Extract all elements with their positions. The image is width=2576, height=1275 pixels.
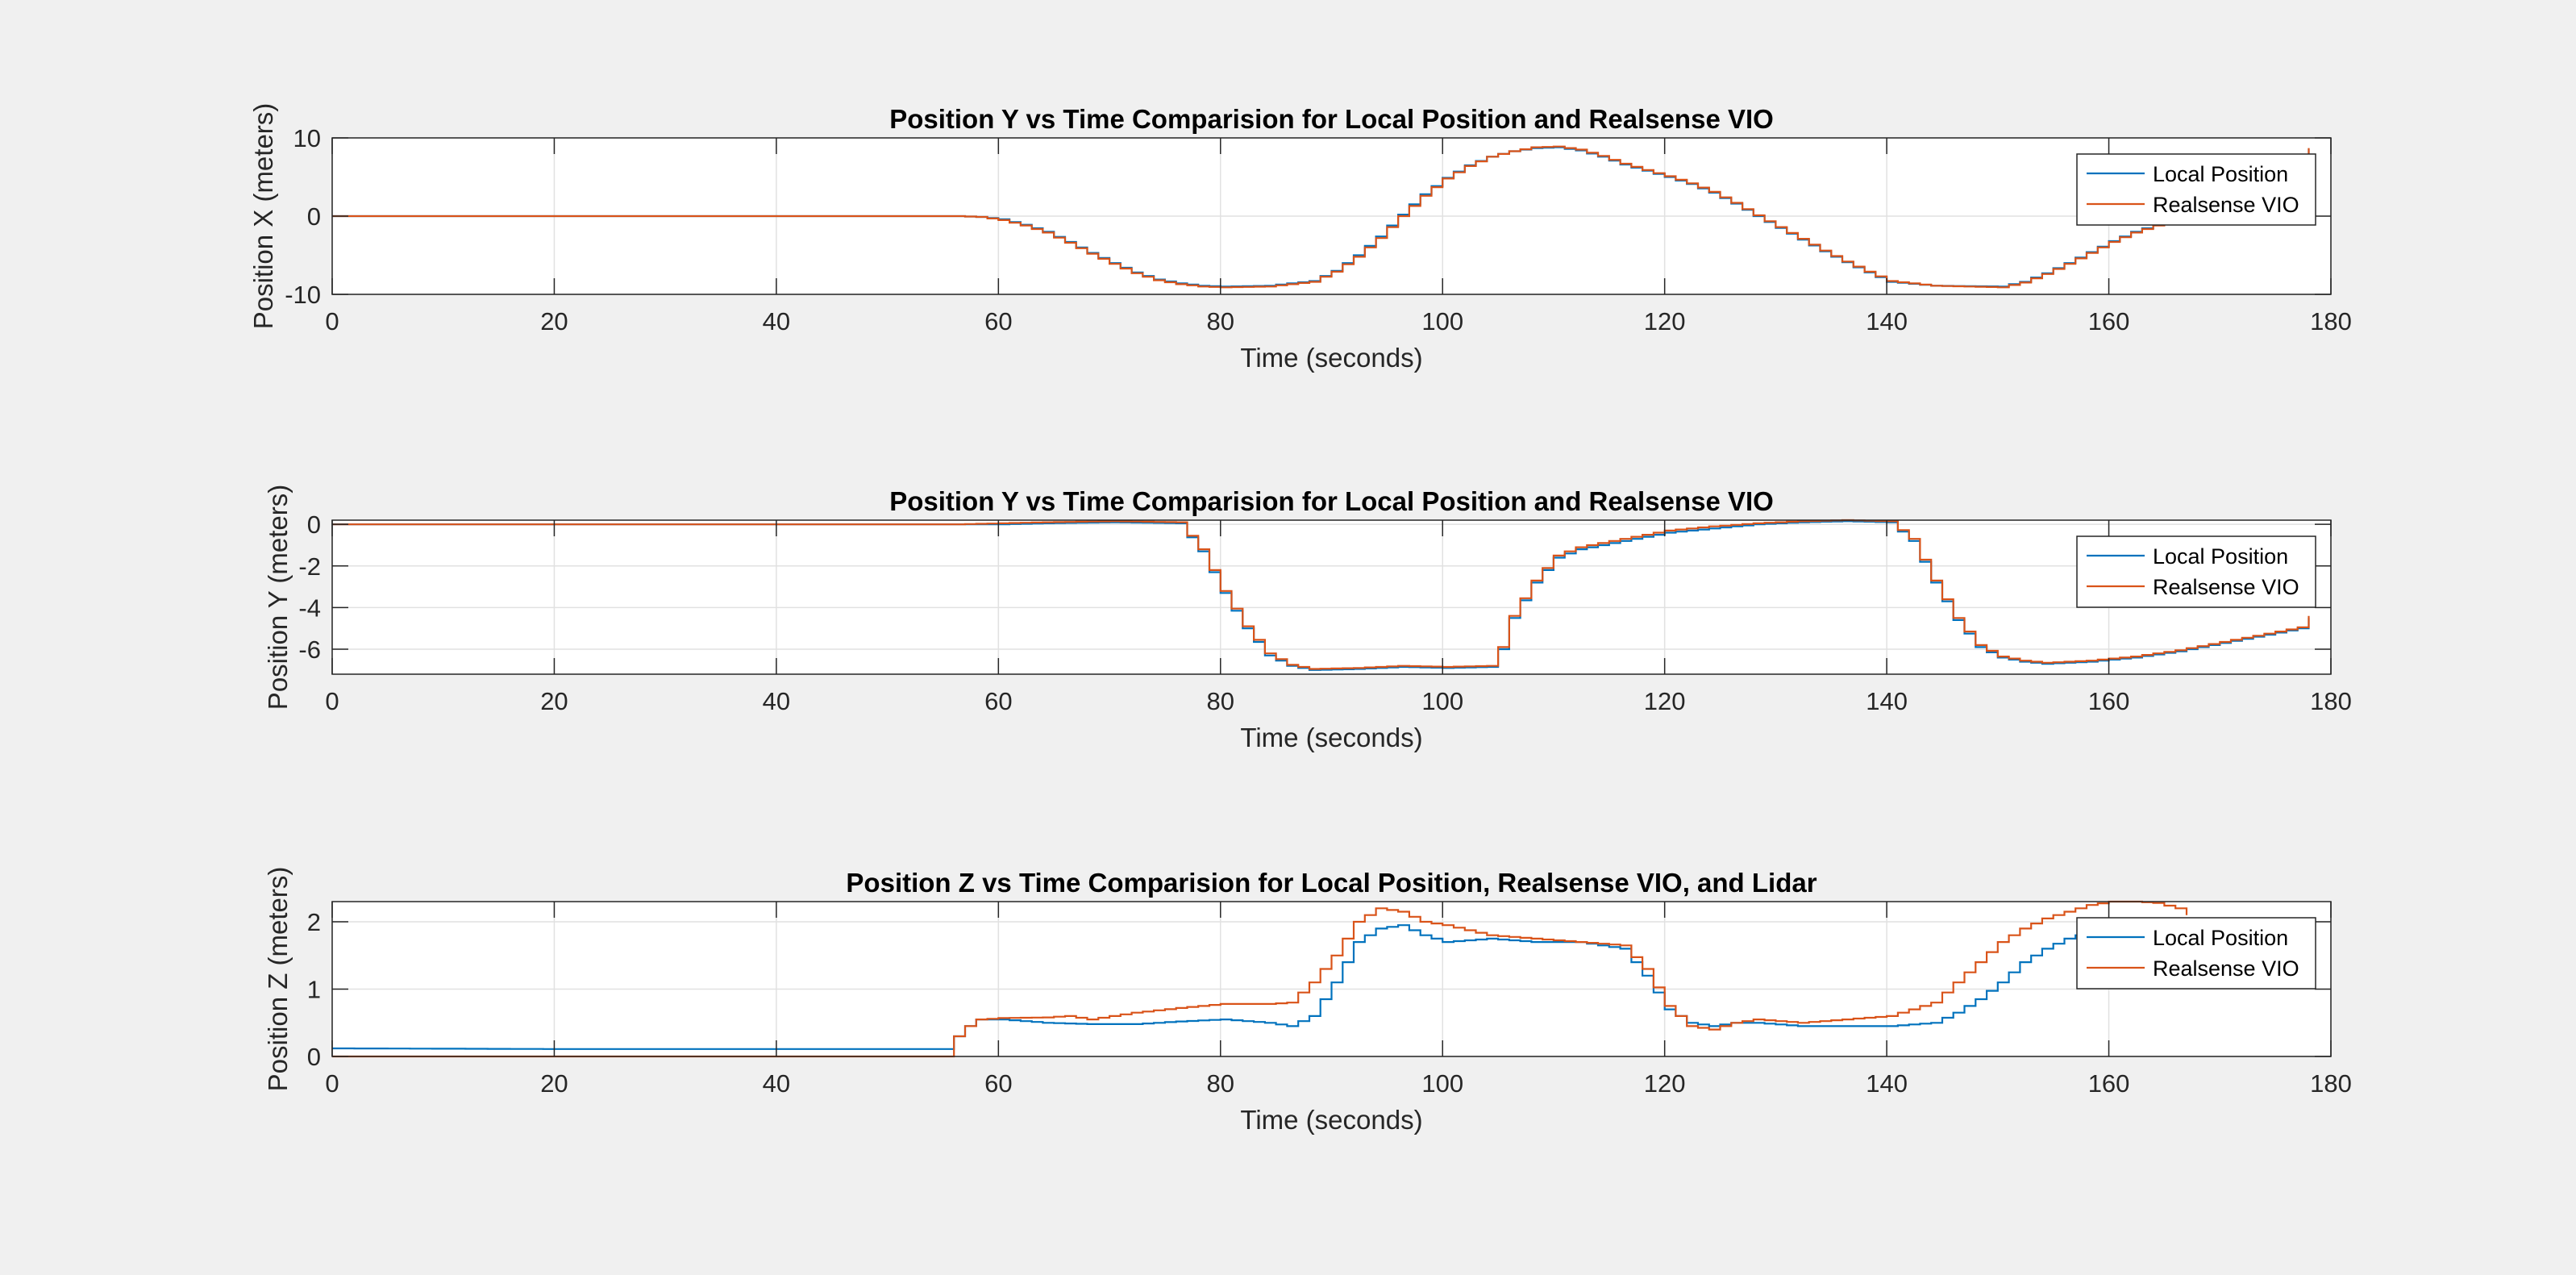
axes-box: [331, 519, 2332, 675]
y-tick-label: 0: [307, 202, 321, 231]
y-tick-label: 10: [293, 124, 321, 152]
x-tick-label: 60: [984, 307, 1012, 335]
x-tick-label: 160: [2088, 1069, 2130, 1098]
x-tick-label: 120: [1644, 307, 1686, 335]
x-tick-label: 40: [763, 687, 790, 715]
axes-box: [331, 901, 2332, 1057]
legend-entry-label: Local Position: [2153, 926, 2288, 950]
y-tick-label: 1: [307, 976, 321, 1004]
x-tick-label: 140: [1866, 1069, 1908, 1098]
x-tick-label: 20: [540, 307, 568, 335]
x-tick-label: 100: [1421, 1069, 1463, 1098]
x-axis-label: Time (seconds): [1240, 723, 1422, 752]
x-tick-label: 40: [763, 307, 790, 335]
y-tick-label: -10: [285, 281, 321, 309]
x-tick-label: 20: [540, 1069, 568, 1098]
x-tick-label: 0: [325, 1069, 339, 1098]
y-axis-label: Position Z (meters): [263, 867, 293, 1092]
legend-entry-label: Local Position: [2153, 162, 2288, 186]
x-tick-label: 140: [1866, 307, 1908, 335]
y-tick-label: 0: [307, 1043, 321, 1071]
series-line-local: [332, 924, 2187, 1050]
y-tick-label: -6: [298, 635, 321, 664]
x-tick-label: 40: [763, 1069, 790, 1098]
x-tick-label: 20: [540, 687, 568, 715]
plot-area: [332, 520, 2331, 674]
x-axis-label: Time (seconds): [1240, 1105, 1422, 1135]
x-tick-label: 80: [1207, 687, 1234, 715]
series-line-realsense: [332, 519, 2310, 670]
y-axis-label: Position X (meters): [248, 103, 278, 330]
chart-title: Position Y vs Time Comparision for Local…: [889, 486, 1774, 516]
x-tick-label: 80: [1207, 307, 1234, 335]
legend[interactable]: Local Position Realsense VIO: [2076, 917, 2316, 990]
legend[interactable]: Local Position Realsense VIO: [2076, 535, 2316, 608]
plot-area: [332, 902, 2331, 1056]
x-tick-label: 120: [1644, 1069, 1686, 1098]
x-tick-label: 160: [2088, 307, 2130, 335]
series-line-realsense: [332, 145, 2310, 289]
x-tick-label: 60: [984, 687, 1012, 715]
y-tick-label: 0: [307, 510, 321, 539]
y-tick-label: -4: [298, 594, 321, 622]
legend-entry-label: Local Position: [2153, 544, 2288, 569]
x-tick-label: 100: [1421, 307, 1463, 335]
x-tick-label: 0: [325, 307, 339, 335]
legend-box: [2076, 917, 2316, 990]
y-tick-label: -2: [298, 552, 321, 581]
legend-entry-label: Realsense VIO: [2153, 956, 2299, 981]
x-tick-label: 140: [1866, 687, 1908, 715]
x-tick-label: 120: [1644, 687, 1686, 715]
legend-entry-label: Realsense VIO: [2153, 193, 2299, 217]
legend[interactable]: Local Position Realsense VIO: [2076, 153, 2316, 226]
x-tick-label: 0: [325, 687, 339, 715]
x-tick-label: 180: [2310, 1069, 2352, 1098]
legend-box: [2076, 153, 2316, 226]
chart-2: 0 20 40 60 80 100 120 140 160 180 -6 -4 -2 0 Position …: [263, 485, 2352, 752]
x-tick-label: 160: [2088, 687, 2130, 715]
x-tick-label: 180: [2310, 307, 2352, 335]
chart-title: Position Y vs Time Comparision for Local…: [889, 104, 1774, 134]
y-axis-label: Position Y (meters): [263, 485, 293, 710]
legend-box: [2076, 535, 2316, 608]
y-tick-label: 2: [307, 908, 321, 936]
chart-3: 0 20 40 60 80 100 120 140 160 180 0 1 2 Position Z vs…: [263, 867, 2352, 1135]
x-tick-label: 60: [984, 1069, 1012, 1098]
legend-entry-label: Realsense VIO: [2153, 575, 2299, 599]
x-tick-label: 80: [1207, 1069, 1234, 1098]
x-tick-label: 180: [2310, 687, 2352, 715]
x-tick-label: 100: [1421, 687, 1463, 715]
x-axis-label: Time (seconds): [1240, 343, 1422, 373]
chart-title: Position Z vs Time Comparision for Local…: [846, 868, 1817, 898]
